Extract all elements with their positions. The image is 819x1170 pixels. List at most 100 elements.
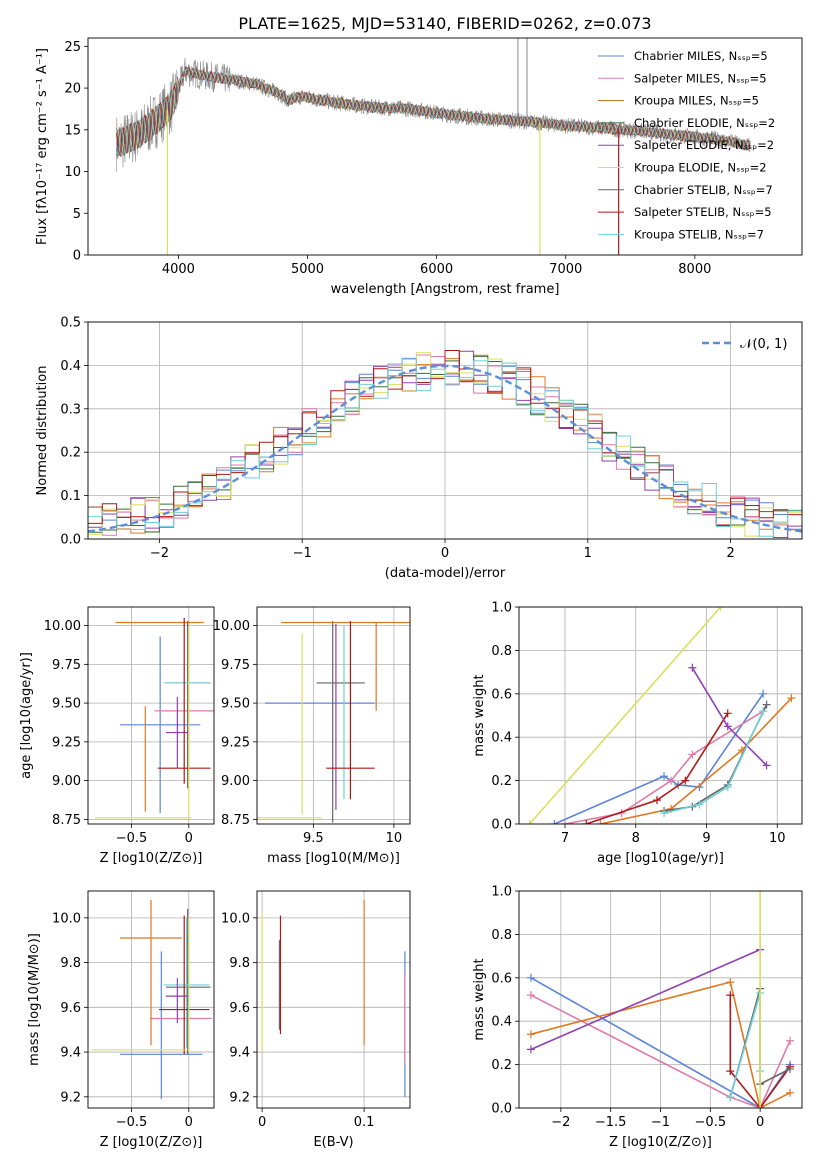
legend-label: Chabrier ELODIE, Nₛₛₚ=2 bbox=[634, 116, 775, 130]
series-marker bbox=[723, 709, 732, 718]
axes-age_vs_Z: −0.5 0 8.75 9.00 9.25 9.50 9.75 10.00 Z [log10(Z… bbox=[19, 606, 215, 866]
series-marker bbox=[550, 820, 559, 824]
series-marker bbox=[695, 800, 704, 809]
x-tick-label: 0 bbox=[185, 1115, 193, 1130]
series-marker bbox=[560, 820, 569, 824]
series-marker bbox=[681, 776, 690, 785]
legend-label: Chabrier STELIB, Nₛₛₚ=7 bbox=[634, 183, 773, 197]
x-axis-label: age [log10(age/yr)] bbox=[597, 851, 724, 866]
y-tick-label: 5 bbox=[73, 207, 81, 222]
x-tick-label: −1.5 bbox=[595, 1115, 627, 1130]
x-tick-label: 9.5 bbox=[303, 831, 324, 846]
y-tick-label: 9.4 bbox=[229, 1046, 250, 1061]
series-marker bbox=[723, 783, 732, 792]
series-marker bbox=[660, 772, 669, 781]
plot-area bbox=[257, 620, 410, 823]
residual-hist-salp_stelib bbox=[88, 350, 802, 526]
y-tick-label: 25 bbox=[64, 40, 81, 55]
plot-area bbox=[94, 617, 214, 820]
y-axis-label: mass [log10(M/M⊙)] bbox=[27, 933, 42, 1066]
x-tick-label: −1 bbox=[293, 546, 312, 561]
series-marker bbox=[582, 820, 591, 824]
series-marker bbox=[762, 700, 771, 709]
plots-layer: 4000 5000 6000 7000 80000510152025wavelength… bbox=[19, 37, 803, 1150]
y-tick-label: 10 bbox=[64, 165, 81, 180]
y-tick-label: 0.8 bbox=[491, 644, 512, 659]
axes-frame bbox=[256, 606, 411, 825]
plot-area bbox=[91, 899, 212, 1100]
series-marker bbox=[660, 809, 669, 818]
y-tick-label: 0.4 bbox=[491, 1015, 512, 1030]
y-tick-label: 0.0 bbox=[491, 818, 512, 833]
legend-label: Salpeter STELIB, Nₛₛₚ=5 bbox=[634, 205, 772, 219]
x-tick-label: −0.5 bbox=[116, 1115, 148, 1130]
y-tick-label: 9.2 bbox=[229, 1090, 250, 1105]
y-tick-label: 0.4 bbox=[60, 359, 81, 374]
y-tick-label: 0.0 bbox=[491, 1102, 512, 1117]
series-line-krou_stelib bbox=[729, 992, 761, 1098]
legend-label: 𝒩(0, 1) bbox=[740, 337, 787, 352]
y-tick-label: 8.75 bbox=[221, 813, 250, 828]
figure-title: PLATE=1625, MJD=53140, FIBERID=0262, z=0… bbox=[238, 14, 651, 33]
axes-massweight_vs_age: 7 8 9 10 0.0 0.2 0.4 0.6 0.8 1.0 age [log10(age/yr… bbox=[472, 601, 803, 866]
series-marker bbox=[786, 1064, 795, 1073]
legend-label: Salpeter MILES, Nₛₛₚ=5 bbox=[634, 71, 767, 85]
y-tick-label: 9.75 bbox=[221, 658, 250, 673]
x-tick-label: 0.1 bbox=[354, 1115, 375, 1130]
y-tick-label: 10.00 bbox=[213, 619, 250, 634]
series-marker bbox=[596, 820, 605, 824]
series-marker bbox=[759, 689, 768, 698]
y-tick-label: 20 bbox=[64, 82, 81, 97]
series-marker bbox=[667, 776, 676, 785]
plot-area bbox=[261, 899, 406, 1097]
spectrum-model-krou_stelib bbox=[116, 68, 751, 156]
y-tick-label: 10.00 bbox=[44, 619, 81, 634]
series-marker bbox=[726, 1093, 735, 1102]
y-tick-label: 1.0 bbox=[491, 601, 512, 616]
y-tick-label: 9.8 bbox=[229, 956, 250, 971]
series-marker bbox=[716, 607, 725, 611]
series-marker bbox=[526, 991, 535, 1000]
y-tick-label: 9.4 bbox=[60, 1046, 81, 1061]
x-axis-label: wavelength [Angstrom, rest frame] bbox=[331, 282, 560, 297]
y-tick-label: 0 bbox=[73, 249, 81, 264]
y-tick-label: 9.00 bbox=[52, 774, 81, 789]
x-tick-label: 4000 bbox=[162, 262, 195, 277]
x-tick-label: 10 bbox=[386, 831, 403, 846]
y-axis-label: age [log10(age/yr)] bbox=[19, 652, 34, 779]
spectrum-legend: Chabrier MILES, Nₛₛₚ=5 Salpeter MILES, Nₛ… bbox=[598, 49, 775, 241]
axes-frame bbox=[256, 890, 411, 1109]
series-line-salp_miles bbox=[530, 994, 791, 1108]
axes-frame bbox=[87, 890, 215, 1109]
x-axis-label: Z [log10(Z/Z⊙)] bbox=[609, 1135, 712, 1150]
series-marker bbox=[759, 707, 768, 716]
series-marker bbox=[688, 663, 697, 672]
x-tick-label: −2 bbox=[150, 546, 169, 561]
y-tick-label: 9.8 bbox=[60, 956, 81, 971]
axes-massweight_vs_Z: −2 −1.5 −1 −0.5 0 0.0 0.2 0.4 0.6 0.8 1.0 Z [log10(… bbox=[472, 885, 803, 1150]
y-tick-label: 0.2 bbox=[491, 1058, 512, 1073]
x-tick-label: 8000 bbox=[678, 262, 711, 277]
legend-label: Kroupa MILES, Nₛₛₚ=5 bbox=[634, 94, 759, 108]
x-tick-label: 2 bbox=[726, 546, 734, 561]
y-tick-label: 9.75 bbox=[52, 658, 81, 673]
y-tick-label: 9.25 bbox=[52, 735, 81, 750]
y-tick-label: 15 bbox=[64, 123, 81, 138]
plot-area bbox=[88, 350, 802, 539]
y-tick-label: 9.50 bbox=[221, 697, 250, 712]
y-tick-label: 0.5 bbox=[60, 316, 81, 331]
series-marker bbox=[652, 796, 661, 805]
plot-area bbox=[116, 38, 751, 255]
x-tick-label: 5000 bbox=[291, 262, 324, 277]
series-marker bbox=[526, 1030, 535, 1039]
axes-frame bbox=[518, 890, 803, 1109]
x-tick-label: −2 bbox=[551, 1115, 570, 1130]
y-tick-label: 0.6 bbox=[491, 971, 512, 986]
series-marker bbox=[525, 820, 534, 824]
series-marker bbox=[723, 722, 732, 731]
y-tick-label: 0.8 bbox=[491, 928, 512, 943]
legend-label: Salpeter ELODIE, Nₛₛₚ=2 bbox=[634, 138, 774, 152]
x-tick-label: 0 bbox=[185, 831, 193, 846]
series-marker bbox=[762, 761, 771, 770]
